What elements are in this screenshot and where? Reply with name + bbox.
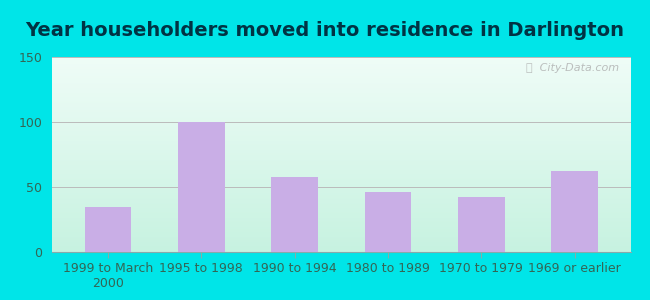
Bar [365, 192, 411, 252]
Bar [271, 177, 318, 252]
Text: Year householders moved into residence in Darlington: Year householders moved into residence i… [25, 21, 625, 40]
Bar [84, 206, 131, 252]
Bar [551, 171, 598, 252]
Bar [458, 197, 504, 252]
Bar [178, 122, 225, 252]
Text: ⓘ  City-Data.com: ⓘ City-Data.com [526, 63, 619, 73]
